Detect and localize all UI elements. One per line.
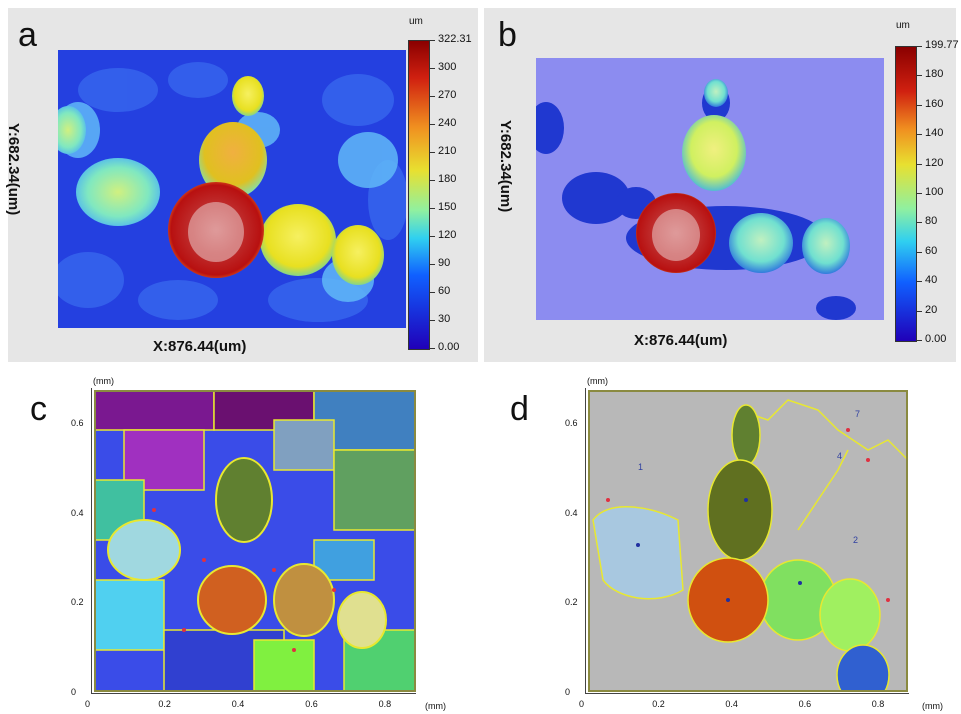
colorbar-tickmark xyxy=(430,208,435,209)
colorbar-tickmark xyxy=(430,180,435,181)
colorbar-tick-label: 120 xyxy=(438,229,456,241)
colorbar-tickmark xyxy=(917,281,922,282)
x-tick-label: 0.4 xyxy=(725,699,738,709)
y-tick-label: 0 xyxy=(71,687,76,697)
y-tick-label: 0.4 xyxy=(71,508,84,518)
colorbar-tick-label: 40 xyxy=(925,274,937,286)
y-tick-label: 0.6 xyxy=(565,418,578,428)
colorbar-tick-label: 180 xyxy=(438,173,456,185)
colorbar-tickmark xyxy=(917,105,922,106)
colorbar-tickmark xyxy=(430,292,435,293)
y-axis-label-b: Y:682.34(um) xyxy=(497,120,514,212)
region-number-4: 4 xyxy=(837,451,842,461)
y-unit-label-c: (mm) xyxy=(93,376,114,386)
x-tick-label: 0.2 xyxy=(652,699,665,709)
x-tick-label: 0.8 xyxy=(379,699,392,709)
colorbar-tickmark xyxy=(917,252,922,253)
surface-3d-image-a xyxy=(58,50,406,328)
colorbar-unit-a: um xyxy=(409,16,423,27)
colorbar-tickmark xyxy=(430,348,435,349)
colorbar-tick-label: 120 xyxy=(925,157,943,169)
x-unit-label-c: (mm) xyxy=(425,701,446,711)
colorbar-tick-label: 0.00 xyxy=(925,333,946,345)
colorbar-tickmark xyxy=(917,75,922,76)
x-tick-label: 0.4 xyxy=(232,699,245,709)
region-number-7: 7 xyxy=(855,409,860,419)
colorbar-tick-label: 140 xyxy=(925,127,943,139)
panel-label-a: a xyxy=(18,16,37,55)
y-tick-label: 0.2 xyxy=(565,597,578,607)
colorbar-tickmark xyxy=(917,340,922,341)
colorbar-tickmark xyxy=(917,164,922,165)
colorbar-tick-label: 60 xyxy=(925,245,937,257)
colorbar-tickmark xyxy=(430,96,435,97)
y-unit-label-d: (mm) xyxy=(587,376,608,386)
x-axis-label-a: X:876.44(um) xyxy=(153,338,246,355)
colorbar-tick-label: 240 xyxy=(438,117,456,129)
panel-b: b xyxy=(484,8,956,362)
colorbar-tick-label: 180 xyxy=(925,68,943,80)
y-tick-label: 0.2 xyxy=(71,597,84,607)
colorbar-tick-label: 20 xyxy=(925,304,937,316)
colorbar-tickmark xyxy=(917,222,922,223)
panel-label-d: d xyxy=(510,390,529,429)
region-number-1: 1 xyxy=(638,462,643,472)
colorbar-tick-label: 322.31 xyxy=(438,33,472,45)
colorbar-b xyxy=(895,46,917,342)
y-tick-label: 0 xyxy=(565,687,570,697)
colorbar-tick-label: 100 xyxy=(925,186,943,198)
panel-d: d (mm) 1 2 4 7 0.6 0.4 0.2 0 0 0.2 0.4 0.6 0.8 (… xyxy=(484,368,961,714)
x-tick-label: 0.6 xyxy=(799,699,812,709)
colorbar-tickmark xyxy=(430,236,435,237)
x-tick-label: 0.8 xyxy=(872,699,885,709)
x-unit-label-d: (mm) xyxy=(922,701,943,711)
x-tick-label: 0 xyxy=(579,699,584,709)
x-axis-line-c xyxy=(91,693,416,694)
y-axis-line-d xyxy=(585,388,586,694)
colorbar-tick-label: 199.77 xyxy=(925,39,959,51)
plot-frame-d xyxy=(588,390,908,692)
x-tick-label: 0.6 xyxy=(305,699,318,709)
y-axis-line-c xyxy=(91,388,92,694)
colorbar-tick-label: 0.00 xyxy=(438,341,459,353)
panel-c: c (mm) xyxy=(0,368,480,714)
colorbar-tick-label: 270 xyxy=(438,89,456,101)
colorbar-a xyxy=(408,40,430,350)
region-number-2: 2 xyxy=(853,535,858,545)
surface-3d-image-b xyxy=(536,58,884,320)
colorbar-tick-label: 90 xyxy=(438,257,450,269)
colorbar-tickmark xyxy=(917,46,922,47)
colorbar-tickmark xyxy=(917,311,922,312)
colorbar-tickmark xyxy=(430,320,435,321)
y-axis-label-a: Y:682.34(um) xyxy=(5,123,22,215)
colorbar-tickmark xyxy=(917,193,922,194)
x-axis-line-d xyxy=(585,693,909,694)
colorbar-tickmark xyxy=(917,134,922,135)
colorbar-unit-b: um xyxy=(896,20,910,31)
x-tick-label: 0.2 xyxy=(158,699,171,709)
colorbar-tickmark xyxy=(430,152,435,153)
colorbar-tick-label: 60 xyxy=(438,285,450,297)
x-axis-label-b: X:876.44(um) xyxy=(634,332,727,349)
colorbar-tickmark xyxy=(430,124,435,125)
panel-label-b: b xyxy=(498,16,517,55)
colorbar-tickmark xyxy=(430,40,435,41)
y-tick-label: 0.4 xyxy=(565,508,578,518)
colorbar-tick-label: 80 xyxy=(925,215,937,227)
colorbar-tick-label: 300 xyxy=(438,61,456,73)
colorbar-tickmark xyxy=(430,68,435,69)
plot-frame-c xyxy=(94,390,416,692)
panel-label-c: c xyxy=(30,390,47,429)
y-tick-label: 0.6 xyxy=(71,418,84,428)
colorbar-tick-label: 30 xyxy=(438,313,450,325)
panel-a: a xyxy=(8,8,478,362)
colorbar-tick-label: 210 xyxy=(438,145,456,157)
colorbar-tick-label: 160 xyxy=(925,98,943,110)
colorbar-tick-label: 150 xyxy=(438,201,456,213)
x-tick-label: 0 xyxy=(85,699,90,709)
colorbar-tickmark xyxy=(430,264,435,265)
